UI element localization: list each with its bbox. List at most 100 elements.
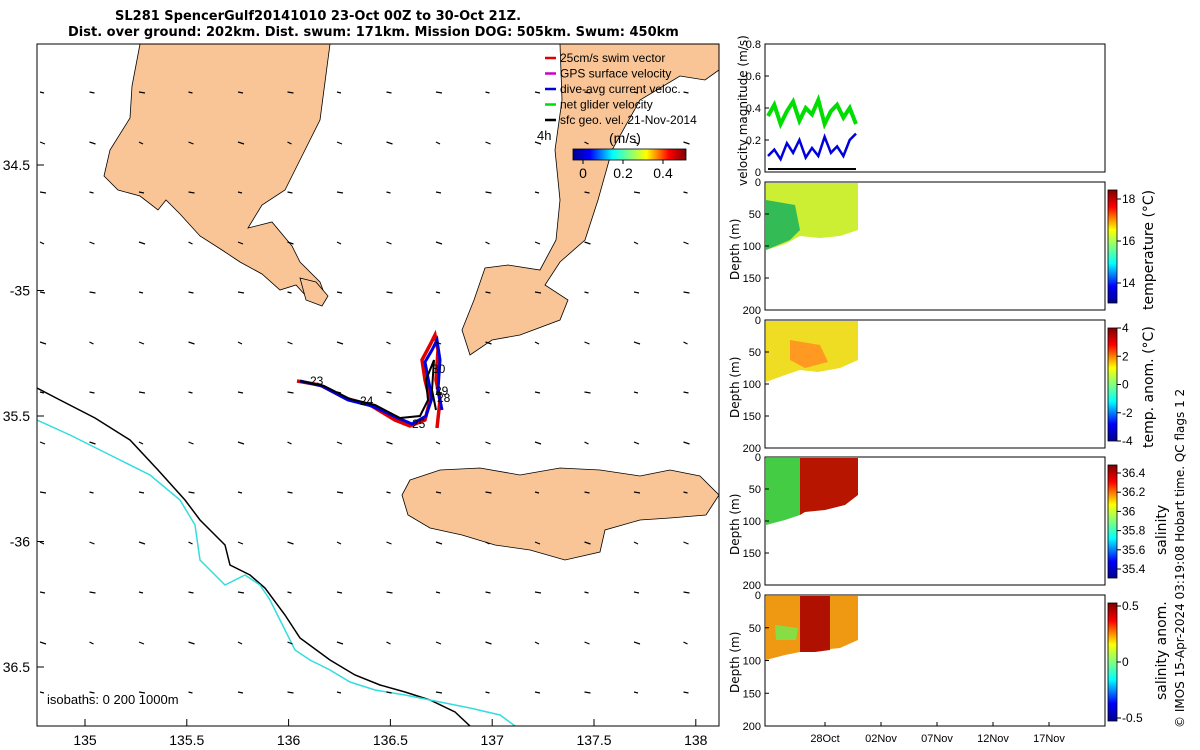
map-x-tick-label: 135.5 — [169, 732, 204, 748]
salinity-cbar-tick-label: 35.8 — [1122, 524, 1146, 538]
track-day-label: 29 — [435, 384, 449, 398]
velocity-y-tick-label: 0.4 — [746, 103, 761, 115]
speed-colorbar — [572, 148, 687, 161]
temp-anom-cbar-tick-label: 4 — [1122, 321, 1129, 335]
map-x-tick-label: 137 — [481, 732, 505, 748]
track-day-label: 30 — [432, 362, 446, 376]
velocity-series-line — [766, 93, 858, 130]
velocity-arrow — [633, 391, 639, 394]
track-day-label: 23 — [310, 374, 324, 388]
velocity-arrow — [287, 491, 293, 494]
velocity-arrow — [386, 241, 392, 245]
velocity-arrow — [89, 391, 95, 394]
velocity-arrow — [287, 191, 293, 194]
isobath-200m — [37, 387, 471, 726]
temperature-cbar-tick-label: 14 — [1122, 276, 1136, 290]
velocity-arrow — [683, 191, 688, 194]
velocity-arrow — [534, 691, 541, 694]
velocity-arrow — [683, 141, 690, 145]
map-y-axis: 34.5 -35 35.5 -36 36.5 — [3, 157, 44, 675]
salinity-y-axis: 0 50 100 150 200 — [743, 452, 769, 592]
sal-anom-cbar-label: salinity anom. — [1154, 601, 1170, 700]
velocity-arrow — [633, 441, 640, 445]
velocity-arrow — [138, 241, 146, 245]
temperature-y-tick-label: 0 — [755, 177, 761, 189]
velocity-arrow — [188, 691, 193, 694]
legend-label: 25cm/s swim vector — [560, 51, 665, 65]
velocity-arrow — [89, 91, 95, 94]
velocity-arrow — [683, 441, 690, 445]
velocity-arrow — [584, 591, 589, 594]
track-day-labels: 23 24 29 30 28 25 — [310, 362, 451, 431]
map-y-tick-label: 36.5 — [3, 659, 30, 675]
velocity-y-tick-label: 0.8 — [746, 39, 761, 51]
velocity-arrow — [336, 641, 344, 645]
salinity-y-tick-label: 100 — [743, 516, 761, 528]
velocity-arrow — [237, 591, 245, 594]
legend-label: sfc geo. vel. 21-Nov-2014 — [560, 113, 697, 127]
salinity-y-tick-label: 0 — [755, 452, 761, 464]
salinity-cbar-tick-label: 36.4 — [1122, 466, 1146, 480]
velocity-arrow — [89, 191, 94, 194]
velocity-arrow — [138, 691, 146, 694]
velocity-arrow — [39, 591, 46, 594]
velocity-arrow — [683, 391, 689, 394]
velocity-arrow — [633, 691, 639, 694]
velocity-arrow — [435, 641, 442, 645]
velocity-arrow — [534, 341, 540, 345]
velocity-arrow — [435, 491, 442, 494]
salinity-cbar-tick-label: 36.2 — [1122, 485, 1146, 499]
velocity-arrow — [336, 691, 342, 694]
velocity-arrow — [386, 691, 392, 694]
map-x-tick-label: 138 — [684, 732, 708, 748]
temp-anom-warm-patch — [790, 340, 828, 368]
velocity-series-line — [767, 132, 857, 162]
time-tick-label: 02Nov — [865, 733, 897, 745]
salinity-cbar-tick-label: 35.6 — [1122, 543, 1146, 557]
velocity-arrow — [435, 591, 441, 594]
velocity-arrow — [386, 591, 393, 594]
velocity-arrow — [138, 291, 144, 294]
velocity-arrow — [89, 291, 96, 294]
velocity-arrow — [237, 641, 243, 645]
velocity-arrow — [386, 341, 391, 345]
velocity-arrow — [287, 241, 294, 245]
velocity-arrow — [39, 641, 47, 645]
sal-anom-y-tick-label: 150 — [743, 688, 761, 700]
velocity-arrow — [138, 391, 146, 394]
map-y-tick-label: 34.5 — [3, 157, 30, 173]
velocity-arrow — [683, 341, 688, 345]
track-day-label: 25 — [412, 417, 426, 431]
sal-anom-cbar-tick-label: -0.5 — [1122, 711, 1143, 725]
time-tick-label: 07Nov — [921, 733, 953, 745]
velocity-arrow — [336, 391, 342, 394]
isobaths-label: isobaths: 0 200 1000m — [47, 692, 179, 707]
velocity-arrow — [633, 591, 640, 594]
salinity-ylabel: Depth (m) — [728, 493, 742, 555]
velocity-arrow — [188, 441, 194, 445]
velocity-arrow — [435, 191, 442, 194]
time-tick-label: 28Oct — [810, 733, 839, 745]
temp-anom-colorbar — [1107, 327, 1118, 442]
temperature-ylabel: Depth (m) — [728, 218, 742, 280]
velocity-arrow — [89, 541, 95, 545]
sal-anom-cbar-tick-label: 0 — [1122, 655, 1129, 669]
velocity-arrow — [188, 91, 193, 94]
map-y-tick-label: -35 — [10, 283, 30, 299]
salinity-y-tick-label: 50 — [749, 484, 761, 496]
velocity-series — [766, 93, 858, 170]
chart-title-line2: Dist. over ground: 202km. Dist. swum: 17… — [68, 25, 679, 40]
map-x-tick-label: 136.5 — [373, 732, 408, 748]
temp-anom-y-tick-label: 0 — [755, 315, 761, 327]
velocity-arrow — [386, 141, 393, 145]
velocity-arrow — [386, 491, 391, 494]
velocity-arrow — [188, 541, 193, 545]
velocity-arrow — [89, 491, 94, 494]
track-day-label: 28 — [437, 391, 451, 405]
speed-colorbar-tick-label: 0.2 — [613, 165, 633, 181]
velocity-arrow — [188, 491, 195, 494]
velocity-arrow — [138, 491, 145, 494]
map-frame — [36, 43, 720, 727]
speed-colorbar-tick-label: 0 — [579, 165, 587, 181]
temp-anom-y-tick-label: 100 — [743, 379, 761, 391]
